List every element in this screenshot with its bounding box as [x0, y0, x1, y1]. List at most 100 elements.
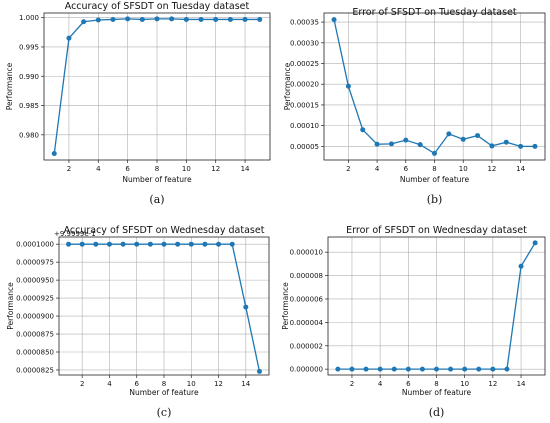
- data-point: [79, 241, 85, 247]
- y-tick-label: 0.000002: [290, 342, 323, 350]
- data-point: [120, 241, 126, 247]
- y-axis-label: Performance: [5, 62, 14, 110]
- x-tick-label: 2: [346, 165, 350, 173]
- x-tick-label: 6: [406, 380, 411, 388]
- y-tick-label: 0.000008: [290, 272, 323, 280]
- data-point: [460, 136, 466, 142]
- data-point: [110, 16, 116, 22]
- data-point: [154, 16, 160, 22]
- x-tick-label: 10: [187, 380, 196, 388]
- data-point: [403, 137, 409, 143]
- y-axis-label: Performance: [6, 282, 15, 330]
- x-tick-label: 8: [432, 165, 436, 173]
- data-point: [169, 16, 175, 22]
- data-point: [93, 241, 99, 247]
- data-point: [106, 241, 112, 247]
- chart-title: Error of SFSDT on Tuesday dataset: [352, 7, 517, 18]
- y-tick-label: 0.985: [19, 102, 39, 110]
- data-point: [405, 366, 411, 372]
- x-axis-label: Number of feature: [402, 388, 472, 397]
- data-point: [432, 150, 437, 156]
- x-tick-label: 14: [241, 380, 250, 388]
- data-point: [66, 35, 72, 41]
- y-tick-label: 0.0001000: [16, 241, 54, 249]
- data-point: [462, 366, 468, 372]
- y-tick-label: 0.990: [19, 73, 39, 81]
- data-point: [446, 131, 452, 137]
- chart-title: Accuracy of SFSDT on Wednesday dataset: [64, 225, 265, 236]
- chart-title: Error of SFSDT on Wednesday dataset: [346, 225, 527, 236]
- data-point: [374, 141, 380, 147]
- data-point: [532, 240, 538, 246]
- data-point: [139, 16, 145, 22]
- x-tick-label: 14: [516, 165, 525, 173]
- panel-caption: (a): [149, 193, 164, 206]
- y-tick-label: 0.995: [19, 43, 39, 51]
- data-point: [188, 241, 194, 247]
- data-point: [183, 16, 189, 22]
- y-tick-label: 0.0000975: [16, 259, 54, 267]
- data-point: [434, 366, 439, 372]
- y-axis-label: Performance: [281, 282, 290, 330]
- x-tick-label: 10: [460, 380, 469, 388]
- data-point: [448, 366, 454, 372]
- x-tick-label: 4: [378, 380, 383, 388]
- y-tick-label: 0.980: [19, 131, 39, 139]
- data-point: [125, 16, 131, 22]
- data-point: [202, 241, 208, 247]
- y-tick-label: 0.0000950: [16, 277, 54, 285]
- y-tick-label: 0.0000900: [16, 313, 54, 321]
- x-tick-label: 2: [80, 380, 84, 388]
- data-point: [81, 19, 87, 25]
- y-tick-label: 0.0000875: [16, 331, 54, 339]
- x-tick-label: 2: [67, 165, 71, 173]
- data-point: [504, 366, 510, 372]
- x-tick-label: 8: [434, 380, 438, 388]
- data-point: [134, 241, 140, 247]
- data-point: [417, 142, 423, 148]
- data-point: [532, 143, 538, 149]
- x-axis-label: Number of feature: [129, 388, 199, 397]
- x-tick-label: 12: [487, 165, 496, 173]
- y-tick-label: 0.00020: [290, 81, 319, 89]
- x-tick-label: 4: [107, 380, 112, 388]
- data-point: [161, 241, 167, 247]
- x-tick-label: 6: [125, 165, 130, 173]
- x-tick-label: 8: [155, 165, 159, 173]
- x-tick-label: 14: [241, 165, 250, 173]
- x-axis-label: Number of feature: [122, 175, 192, 184]
- y-axis-label: Performance: [283, 62, 292, 110]
- x-tick-label: 12: [214, 380, 223, 388]
- data-point: [349, 366, 355, 372]
- x-axis-label: Number of feature: [400, 175, 470, 184]
- y-tick-label: 0.00005: [290, 143, 319, 151]
- data-point: [335, 366, 341, 372]
- data-point: [66, 241, 72, 247]
- data-point: [147, 241, 153, 247]
- data-point: [360, 127, 366, 133]
- data-point: [95, 17, 101, 23]
- x-tick-label: 4: [96, 165, 101, 173]
- data-point: [213, 16, 219, 22]
- panel-caption: (b): [427, 193, 443, 206]
- data-point: [175, 241, 181, 247]
- data-point: [256, 368, 262, 374]
- y-tick-label: 1.000: [19, 14, 39, 22]
- panel-caption: (c): [157, 406, 172, 419]
- data-point: [489, 143, 495, 149]
- data-point: [419, 366, 425, 372]
- x-tick-label: 2: [350, 380, 354, 388]
- data-point: [198, 16, 204, 22]
- y-tick-label: 0.00035: [290, 19, 319, 27]
- x-tick-label: 6: [134, 380, 139, 388]
- y-tick-label: 0.000010: [290, 249, 323, 257]
- y-tick-label: 0.000004: [290, 319, 324, 327]
- data-point: [229, 241, 235, 247]
- y-tick-label: 0.00025: [290, 60, 319, 68]
- data-point: [377, 366, 383, 372]
- data-point: [243, 304, 249, 310]
- panel-caption: (d): [429, 406, 445, 419]
- y-tick-label: 0.000006: [290, 295, 324, 303]
- y-tick-label: 0.00030: [290, 39, 319, 47]
- axis-offset-label: +9.9999e-1: [54, 230, 96, 238]
